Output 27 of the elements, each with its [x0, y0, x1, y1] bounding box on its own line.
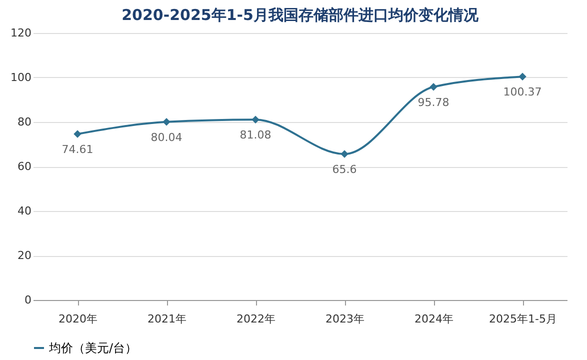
x-tick-label: 2021年: [148, 312, 186, 326]
y-tick-label: 100: [10, 71, 32, 84]
data-label: 65.6: [332, 163, 357, 176]
chart-title: 2020-2025年1-5月我国存储部件进口均价变化情况: [122, 6, 480, 24]
x-tick-label: 2020年: [58, 312, 98, 326]
point: [162, 118, 170, 126]
point: [340, 150, 348, 158]
x-tick-label: 2023年: [326, 312, 364, 326]
y-tick-label: 20: [18, 249, 32, 262]
data-label: 74.61: [62, 142, 94, 156]
point: [518, 72, 526, 81]
y-tick-label: 40: [18, 204, 32, 218]
x-tick-label: 2022年: [236, 312, 276, 326]
y-tick-label: 60: [18, 160, 32, 173]
y-tick-label: 0: [24, 294, 32, 306]
data-label: 81.08: [240, 128, 272, 142]
x-tick-label: 2025年1-5月: [489, 312, 557, 326]
x-tick-label: 2024年: [414, 312, 454, 326]
data-label: 95.78: [418, 96, 450, 109]
point: [252, 116, 260, 124]
data-label: 100.37: [503, 86, 542, 99]
y-tick-label: 80: [18, 116, 32, 128]
point: [430, 83, 438, 91]
y-tick-label: 120: [10, 26, 32, 40]
point: [74, 130, 82, 138]
legend-label: 均价（美元/台）: [48, 341, 138, 355]
data-label: 80.04: [150, 130, 182, 144]
